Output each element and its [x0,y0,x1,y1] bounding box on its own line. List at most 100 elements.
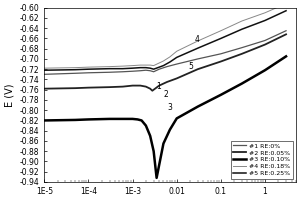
#3 RE:0.10% [144,124,148,127]
#1 RE:0% [175,63,178,65]
#3 RE:0.10% [131,118,134,120]
#4 RE:0.18% [131,64,134,67]
#3 RE:0.10% [175,117,178,120]
Text: 2: 2 [164,90,168,99]
#1 RE:0% [158,68,161,70]
Line: #4 RE:0.18%: #4 RE:0.18% [44,4,286,68]
#4 RE:0.18% [263,12,267,14]
#5 RE:0.25% [240,28,244,30]
#3 RE:0.10% [155,177,158,179]
#1 RE:0% [152,71,155,73]
#4 RE:0.18% [74,66,77,69]
#1 RE:0% [219,53,223,55]
#5 RE:0.25% [131,67,134,69]
#5 RE:0.25% [162,64,165,67]
#3 RE:0.10% [43,119,46,122]
#1 RE:0% [152,71,155,73]
#3 RE:0.10% [168,128,172,131]
#2 RE:0.05% [151,90,154,92]
#4 RE:0.18% [240,20,244,22]
#5 RE:0.25% [87,68,90,70]
#2 RE:0.05% [196,68,200,70]
#3 RE:0.10% [108,118,111,120]
#4 RE:0.18% [121,65,124,67]
#5 RE:0.25% [43,69,46,71]
#1 RE:0% [108,71,111,73]
#2 RE:0.05% [144,85,148,88]
#1 RE:0% [131,70,134,72]
#1 RE:0% [196,58,200,60]
#1 RE:0% [284,30,288,32]
#2 RE:0.05% [240,53,244,55]
#4 RE:0.18% [168,56,172,58]
Line: #2 RE:0.05%: #2 RE:0.05% [44,34,286,91]
#2 RE:0.05% [43,87,46,90]
#1 RE:0% [43,73,46,76]
#4 RE:0.18% [108,65,111,68]
#2 RE:0.05% [151,90,154,92]
#1 RE:0% [121,71,124,73]
Line: #1 RE:0%: #1 RE:0% [44,31,286,74]
#2 RE:0.05% [148,87,152,90]
#1 RE:0% [240,46,244,49]
#3 RE:0.10% [155,177,158,179]
#5 RE:0.25% [144,66,148,69]
Y-axis label: E (V): E (V) [4,83,14,107]
#5 RE:0.25% [74,68,77,71]
#3 RE:0.10% [240,82,244,85]
#5 RE:0.25% [152,68,155,70]
#3 RE:0.10% [136,118,140,121]
#3 RE:0.10% [219,94,223,96]
#3 RE:0.10% [263,69,267,71]
#4 RE:0.18% [139,64,142,66]
#2 RE:0.05% [165,81,169,83]
#3 RE:0.10% [148,135,152,137]
#3 RE:0.10% [74,119,77,121]
#3 RE:0.10% [196,105,200,108]
#3 RE:0.10% [152,150,155,152]
#2 RE:0.05% [74,87,77,89]
#1 RE:0% [144,69,148,71]
#5 RE:0.25% [263,19,267,22]
Text: 1: 1 [157,82,161,91]
#4 RE:0.18% [148,64,152,66]
Text: 3: 3 [167,103,172,112]
#2 RE:0.05% [121,85,124,88]
#1 RE:0% [74,72,77,74]
#4 RE:0.18% [284,2,288,5]
Line: #3 RE:0.10%: #3 RE:0.10% [44,56,286,178]
#5 RE:0.25% [284,10,288,12]
Line: #5 RE:0.25%: #5 RE:0.25% [44,11,286,70]
#1 RE:0% [263,39,267,42]
#2 RE:0.05% [87,86,90,89]
#1 RE:0% [165,65,169,68]
#5 RE:0.25% [196,47,200,49]
#4 RE:0.18% [162,60,165,62]
#4 RE:0.18% [144,64,148,66]
#5 RE:0.25% [168,61,172,63]
Text: 4: 4 [194,35,199,44]
#5 RE:0.25% [121,67,124,70]
#3 RE:0.10% [140,119,143,122]
#5 RE:0.25% [108,67,111,70]
#4 RE:0.18% [87,66,90,68]
Text: 5: 5 [188,62,193,71]
#3 RE:0.10% [121,118,124,120]
#4 RE:0.18% [219,30,223,32]
#2 RE:0.05% [131,84,134,87]
Legend: #1 RE:0%, #2 RE:0.05%, #3 RE:0.10%, #4 RE:0.18%, #5 RE:0.25%: #1 RE:0%, #2 RE:0.05%, #3 RE:0.10%, #4 R… [231,141,293,179]
#5 RE:0.25% [139,66,142,69]
#5 RE:0.25% [148,67,152,69]
#4 RE:0.18% [175,50,178,52]
#2 RE:0.05% [284,33,288,36]
#2 RE:0.05% [139,84,142,87]
#4 RE:0.18% [196,40,200,42]
#5 RE:0.25% [219,37,223,40]
#4 RE:0.18% [152,64,155,67]
#1 RE:0% [139,70,142,72]
#3 RE:0.10% [162,142,165,145]
#2 RE:0.05% [108,86,111,88]
#1 RE:0% [87,72,90,74]
#1 RE:0% [148,70,152,72]
#2 RE:0.05% [175,77,178,80]
